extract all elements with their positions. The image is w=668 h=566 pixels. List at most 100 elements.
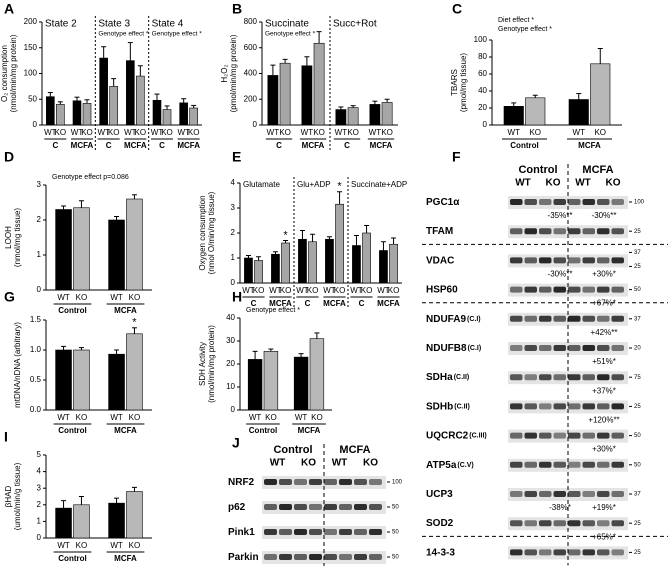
mw-label: 50: [392, 555, 399, 561]
protein-name: NRF2: [228, 477, 255, 488]
blot-band: [611, 199, 624, 205]
blot-band: [597, 461, 610, 468]
blot-band: [524, 461, 537, 468]
bar-label: WT: [377, 286, 390, 295]
annotation: Genotype effect *: [498, 26, 552, 33]
mw-label: 37: [634, 250, 641, 256]
protein-name: TFAM: [426, 226, 453, 237]
bar-label: KO: [529, 128, 541, 137]
category-label: MCFA: [370, 141, 393, 150]
blot-band: [354, 529, 367, 535]
y-axis-label: TBARS: [450, 69, 459, 96]
bar-label: KO: [76, 541, 88, 550]
y-tick-label: 2: [37, 215, 42, 224]
protein-label: VDAC: [426, 255, 454, 266]
bar: [247, 359, 263, 411]
y-axis-label: Oxygen consumption: [198, 195, 207, 270]
protein-label: 14-3-3: [426, 547, 455, 558]
bar-label: KO: [81, 128, 93, 137]
bar: [162, 109, 172, 126]
bar-label: WT: [269, 286, 282, 295]
bar: [109, 86, 118, 126]
protein-name: Pink1: [228, 527, 255, 538]
category-label: C: [52, 141, 58, 150]
category-label: MCFA: [578, 141, 601, 150]
blot-band: [524, 286, 537, 293]
bar-label: WT: [71, 128, 84, 137]
bar-label: KO: [313, 128, 325, 137]
y-axis-label: LOOH: [4, 226, 13, 249]
category-label: MCFA: [71, 141, 94, 150]
category-label: Control: [249, 426, 277, 435]
section-note: Genotype effect *: [152, 31, 203, 38]
blot-band: [553, 199, 566, 205]
mw-label: 37: [634, 492, 641, 498]
y-tick-label: 3: [37, 180, 42, 189]
category-label: MCFA: [114, 306, 137, 315]
y-tick-label: 100: [474, 35, 488, 44]
protein-label: NDUFA9(C.I): [426, 313, 481, 324]
protein-label: HSP60: [426, 284, 458, 295]
y-axis-label: βHAD: [4, 486, 13, 508]
blot-band: [539, 286, 552, 293]
bar: [46, 96, 55, 126]
protein-name: UCP3: [426, 489, 453, 500]
blot-band: [524, 403, 537, 410]
blot-band: [524, 374, 537, 381]
blot-band: [568, 520, 581, 527]
blot-band: [279, 529, 292, 535]
blot-band: [539, 374, 552, 381]
blot-band: [524, 257, 537, 264]
panel-letter: D: [4, 149, 14, 165]
change-note: +19%*: [592, 503, 616, 512]
y-axis-label: (nmol/min/mg protein): [207, 325, 216, 403]
bar: [73, 504, 90, 539]
bar: [379, 250, 388, 284]
blot-band: [309, 529, 322, 535]
blot-band: [553, 315, 566, 322]
blot-band: [597, 491, 610, 497]
bar: [267, 75, 279, 126]
blot-band: [279, 479, 292, 485]
genotype-label: WT: [575, 178, 591, 189]
blot-band: [264, 529, 277, 535]
blot-band: [524, 432, 537, 439]
bar-label: WT: [508, 128, 521, 137]
blot-band: [369, 529, 382, 535]
blot-band: [611, 549, 624, 556]
blot-band: [582, 345, 595, 351]
bar: [325, 238, 334, 284]
category-label: C: [344, 141, 350, 150]
blot-band: [354, 554, 367, 560]
bar-label: WT: [177, 128, 190, 137]
y-tick-label: 1.5: [30, 315, 42, 324]
bar: [352, 245, 361, 284]
y-tick-label: 1: [231, 253, 236, 262]
blot-band: [539, 461, 552, 468]
bar-label: KO: [311, 413, 323, 422]
y-axis-label: mtDNA/nDNA (arbitrary): [13, 322, 22, 408]
category-label: MCFA: [269, 299, 292, 308]
group-label: MCFA: [582, 164, 613, 176]
mw-label: 50: [392, 530, 399, 536]
mw-label: 25: [634, 550, 641, 556]
change-note: -38%*: [549, 503, 571, 512]
category-label: C: [159, 141, 165, 150]
blot-band: [568, 491, 581, 497]
bar: [254, 260, 263, 284]
complex-name: (C.III): [469, 432, 487, 439]
bar: [503, 106, 524, 126]
blot-band: [553, 432, 566, 439]
bar-label: WT: [323, 286, 336, 295]
section-title: State 4: [152, 19, 184, 30]
category-label: Control: [510, 141, 538, 150]
bar: [152, 99, 162, 126]
bar: [126, 491, 143, 539]
blot-band: [553, 491, 566, 497]
genotype-label: KO: [363, 458, 378, 469]
protein-name: PGC1α: [426, 197, 460, 208]
blot-band: [339, 504, 352, 510]
y-tick-label: 600: [244, 43, 258, 52]
y-tick-label: 0.5: [30, 375, 42, 384]
